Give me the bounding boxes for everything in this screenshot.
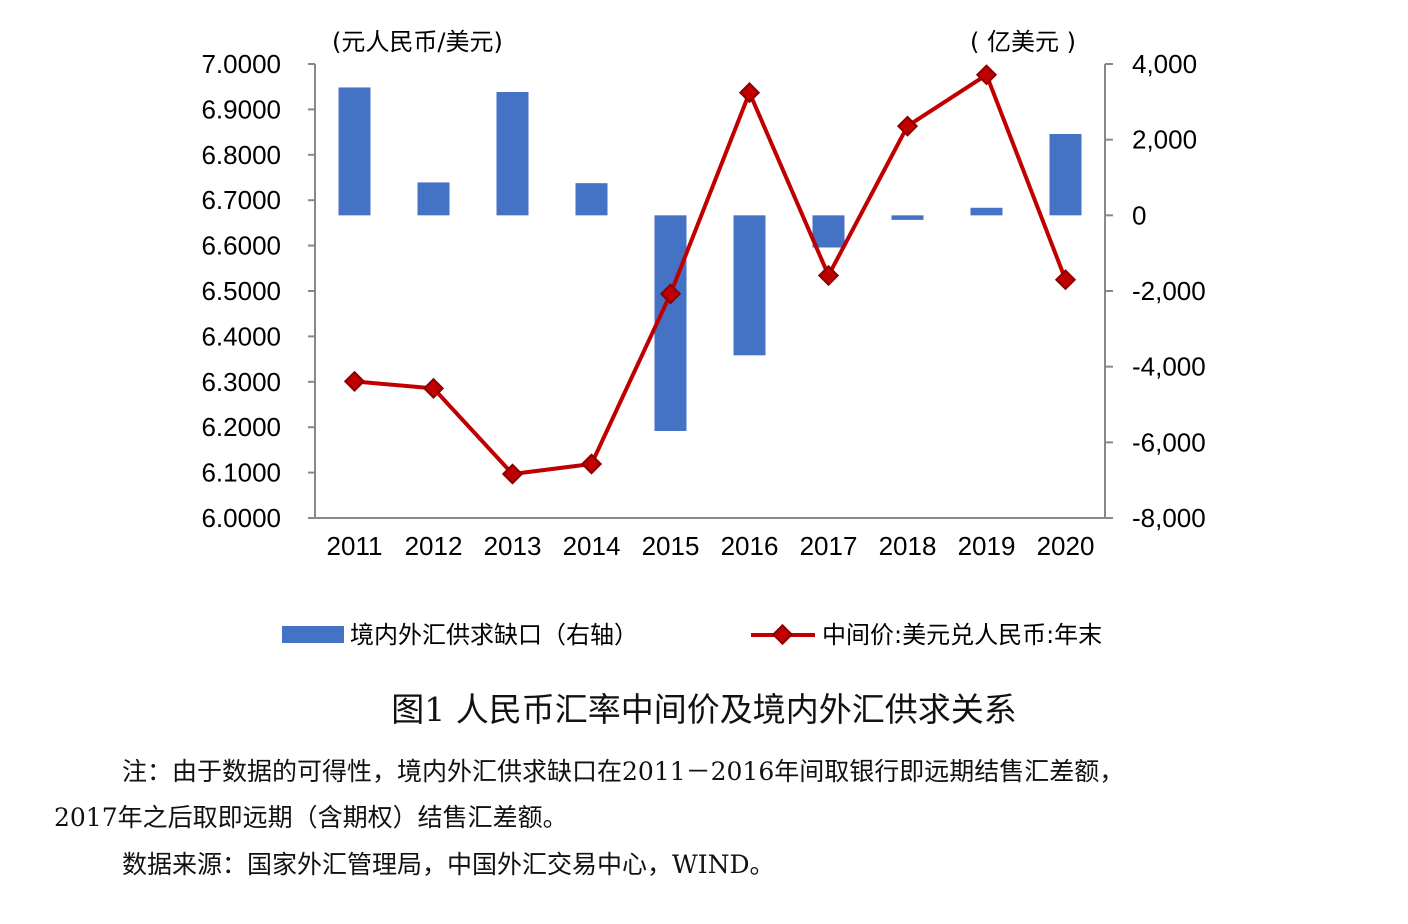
bar-2019	[970, 207, 1003, 216]
bar-2012	[417, 182, 450, 216]
right-axis-unit: ( 亿美元 )	[970, 28, 1076, 56]
ticks-layer: 7.0000 6.9000 6.8000 6.7000 6.6000 6.5000 6.40…	[201, 49, 1205, 561]
x-tick-label: 2011	[327, 531, 383, 561]
x-tick-label: 2016	[721, 531, 779, 561]
x-tick-label: 2013	[484, 531, 542, 561]
chart: 7.0000 6.9000 6.8000 6.7000 6.6000 6.5000 6.40…	[201, 28, 1205, 649]
bar-2016	[733, 215, 766, 356]
line-point-2015	[659, 283, 682, 305]
left-tick-label: 6.1000	[201, 458, 281, 488]
line-point-2012	[422, 377, 445, 399]
line-point-2019	[975, 64, 998, 86]
left-tick-label: 6.5000	[201, 276, 281, 306]
right-tick-label: 4,000	[1132, 49, 1197, 79]
line-point-2017	[817, 264, 840, 287]
line-point-2014	[580, 453, 603, 475]
figure-caption: 图1 人民币汇率中间价及境内外汇供求关系	[391, 690, 1017, 729]
left-tick-label: 7.0000	[201, 49, 281, 79]
left-tick-label: 6.8000	[201, 140, 281, 170]
x-tick-label: 2020	[1037, 531, 1095, 561]
x-tick-label: 2017	[800, 531, 858, 561]
line-point-2013	[501, 463, 524, 485]
left-tick-label: 6.4000	[201, 321, 281, 351]
bar-2014	[575, 183, 608, 216]
x-tick-label: 2014	[563, 531, 621, 561]
bar-2011	[338, 87, 371, 216]
left-tick-label: 6.3000	[201, 367, 281, 397]
left-tick-label: 6.0000	[201, 503, 281, 533]
x-tick-label: 2019	[958, 531, 1016, 561]
legend-bar-label: 境内外汇供求缺口（右轴）	[350, 621, 638, 649]
right-tick-label: -2,000	[1132, 276, 1206, 306]
x-tick-label: 2018	[879, 531, 937, 561]
left-tick-label: 6.6000	[201, 231, 281, 261]
left-tick-label: 6.7000	[201, 185, 281, 215]
bars-layer	[338, 87, 1082, 431]
right-tick-label: 0	[1132, 200, 1146, 230]
bar-2020	[1049, 133, 1082, 216]
legend-bar-swatch	[282, 626, 344, 643]
right-tick-label: -8,000	[1132, 503, 1206, 533]
line-point-2018	[896, 115, 919, 137]
legend-line-marker	[771, 623, 794, 646]
bar-2017	[812, 215, 845, 248]
note-line-1: 注：由于数据的可得性，境内外汇供求缺口在2011－2016年间取银行即远期结售汇…	[122, 757, 1125, 786]
note-line-2: 2017年之后取即远期（含期权）结售汇差额。	[54, 803, 568, 832]
line-point-2016	[738, 81, 761, 104]
line-point-2020	[1054, 269, 1077, 291]
line-series	[354, 72, 1068, 477]
left-axis-unit: (元人民币/美元)	[332, 28, 503, 56]
x-tick-label: 2012	[405, 531, 463, 561]
right-tick-label: -4,000	[1132, 352, 1206, 382]
legend: 境内外汇供求缺口（右轴） 中间价:美元兑人民币:年末	[282, 621, 1102, 649]
line-layer	[343, 64, 1077, 485]
line-point-2011	[343, 370, 366, 392]
axes-layer	[314, 64, 1106, 519]
right-tick-label: 2,000	[1132, 125, 1197, 155]
bar-2015	[654, 215, 687, 431]
source-line: 数据来源：国家外汇管理局，中国外汇交易中心，WIND。	[122, 850, 775, 879]
bar-2013	[496, 91, 529, 216]
left-tick-label: 6.9000	[201, 94, 281, 124]
left-tick-label: 6.2000	[201, 412, 281, 442]
x-tick-label: 2015	[642, 531, 700, 561]
legend-line-label: 中间价:美元兑人民币:年末	[822, 621, 1102, 649]
bar-2018	[891, 215, 924, 220]
right-tick-label: -6,000	[1132, 427, 1206, 457]
